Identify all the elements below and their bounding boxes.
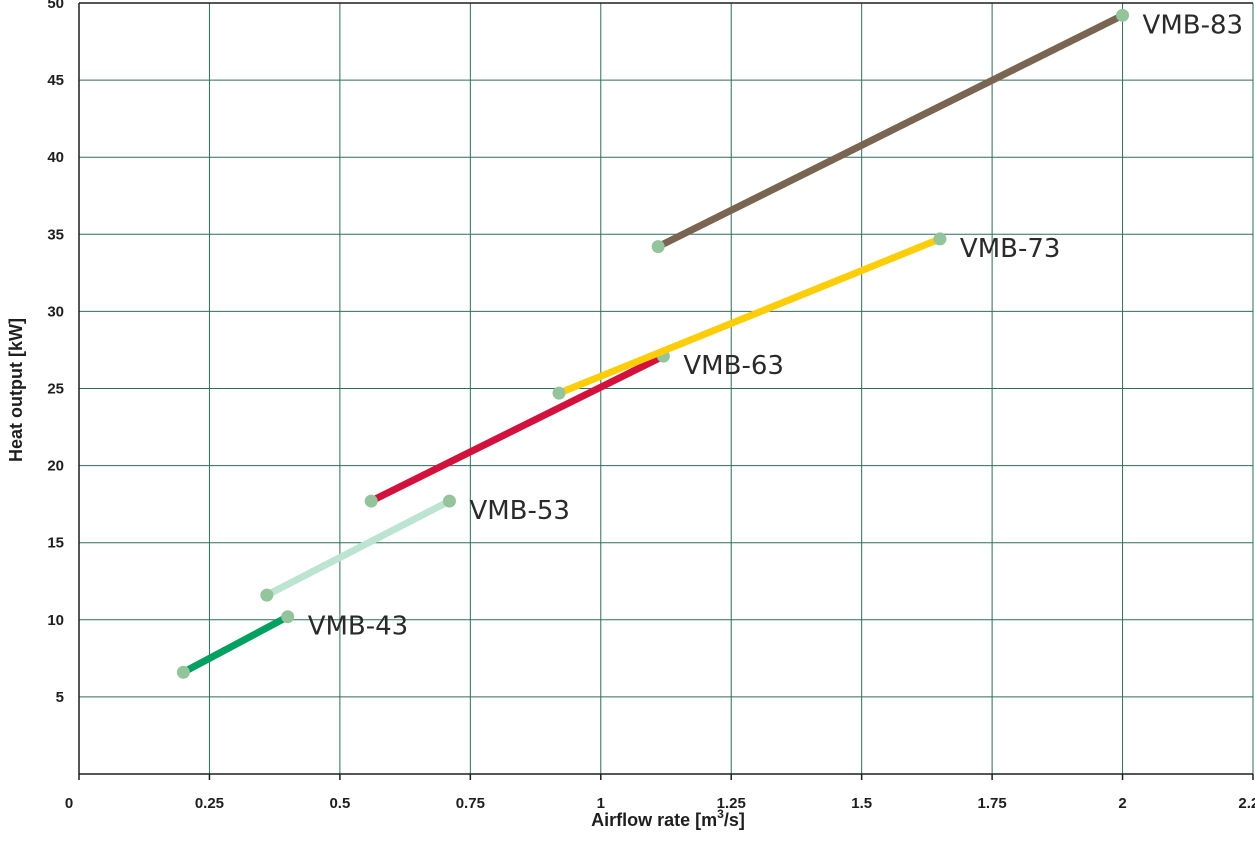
- data-point-vmb-73: [933, 232, 947, 246]
- data-point-vmb-43: [281, 610, 295, 624]
- x-tick-label: 2.25: [1238, 795, 1255, 812]
- y-tick-label: 25: [47, 381, 64, 398]
- x-tick-label: 1.75: [978, 795, 1007, 812]
- x-tick-label: 1: [597, 795, 605, 812]
- series-label-vmb-63: VMB-63: [683, 351, 784, 381]
- y-tick-label: 20: [47, 458, 64, 475]
- y-tick-label: 40: [47, 149, 64, 166]
- series-label-vmb-73: VMB-73: [960, 234, 1061, 264]
- data-point-vmb-43: [176, 665, 190, 679]
- data-point-vmb-63: [364, 494, 378, 508]
- y-tick-label: 45: [47, 72, 64, 89]
- series-vmb-53: VMB-53: [260, 494, 570, 602]
- series-vmb-43: VMB-43: [176, 610, 409, 679]
- y-tick-label: 35: [47, 226, 64, 243]
- x-axis-ticks: 0 0.25 0.5 0.75 1 1.25 1.5 1.75 2 2.25: [65, 774, 1255, 812]
- series-label-vmb-53: VMB-53: [469, 496, 570, 526]
- plot-frame: [78, 2, 1253, 775]
- y-tick-label: 30: [47, 303, 64, 320]
- y-axis-title: Heat output [kW]: [6, 318, 26, 462]
- x-tick-label: 1.5: [851, 795, 872, 812]
- x-tick-label: 0.75: [456, 795, 485, 812]
- data-point-vmb-53: [442, 494, 456, 508]
- x-tick-label: 2: [1118, 795, 1126, 812]
- series-line-vmb-73: [557, 235, 942, 397]
- data-point-vmb-73: [552, 386, 566, 400]
- series-vmb-73: VMB-73: [552, 232, 1061, 400]
- series-vmb-63: VMB-63: [364, 349, 784, 508]
- grid: [79, 2, 1254, 774]
- series-label-vmb-43: VMB-43: [308, 612, 409, 642]
- x-tick-label: 1.25: [717, 795, 746, 812]
- y-tick-label: 50: [47, 0, 64, 12]
- y-tick-label: 5: [56, 689, 64, 706]
- y-tick-label: 10: [47, 612, 64, 629]
- x-axis-title: Airflow rate [m3/s]: [591, 807, 745, 830]
- x-tick-label: 0: [65, 795, 73, 812]
- data-point-vmb-53: [260, 588, 274, 602]
- series-vmb-83: VMB-83: [651, 8, 1244, 254]
- series-label-vmb-83: VMB-83: [1143, 10, 1244, 40]
- series-group: VMB-43 VMB-53 VMB-63 VMB-73 VMB-83: [176, 8, 1244, 679]
- series-line-vmb-63: [369, 352, 665, 505]
- series-line-vmb-43: [181, 613, 290, 676]
- y-axis-ticks: 5 10 15 20 25 30 35 40 45 50: [47, 0, 64, 706]
- series-line-vmb-53: [265, 497, 452, 599]
- data-point-vmb-83: [1116, 8, 1130, 22]
- x-tick-label: 0.5: [329, 795, 350, 812]
- y-tick-label: 15: [47, 535, 64, 552]
- data-point-vmb-83: [651, 240, 665, 254]
- x-tick-label: 0.25: [195, 795, 224, 812]
- series-line-vmb-83: [656, 12, 1125, 250]
